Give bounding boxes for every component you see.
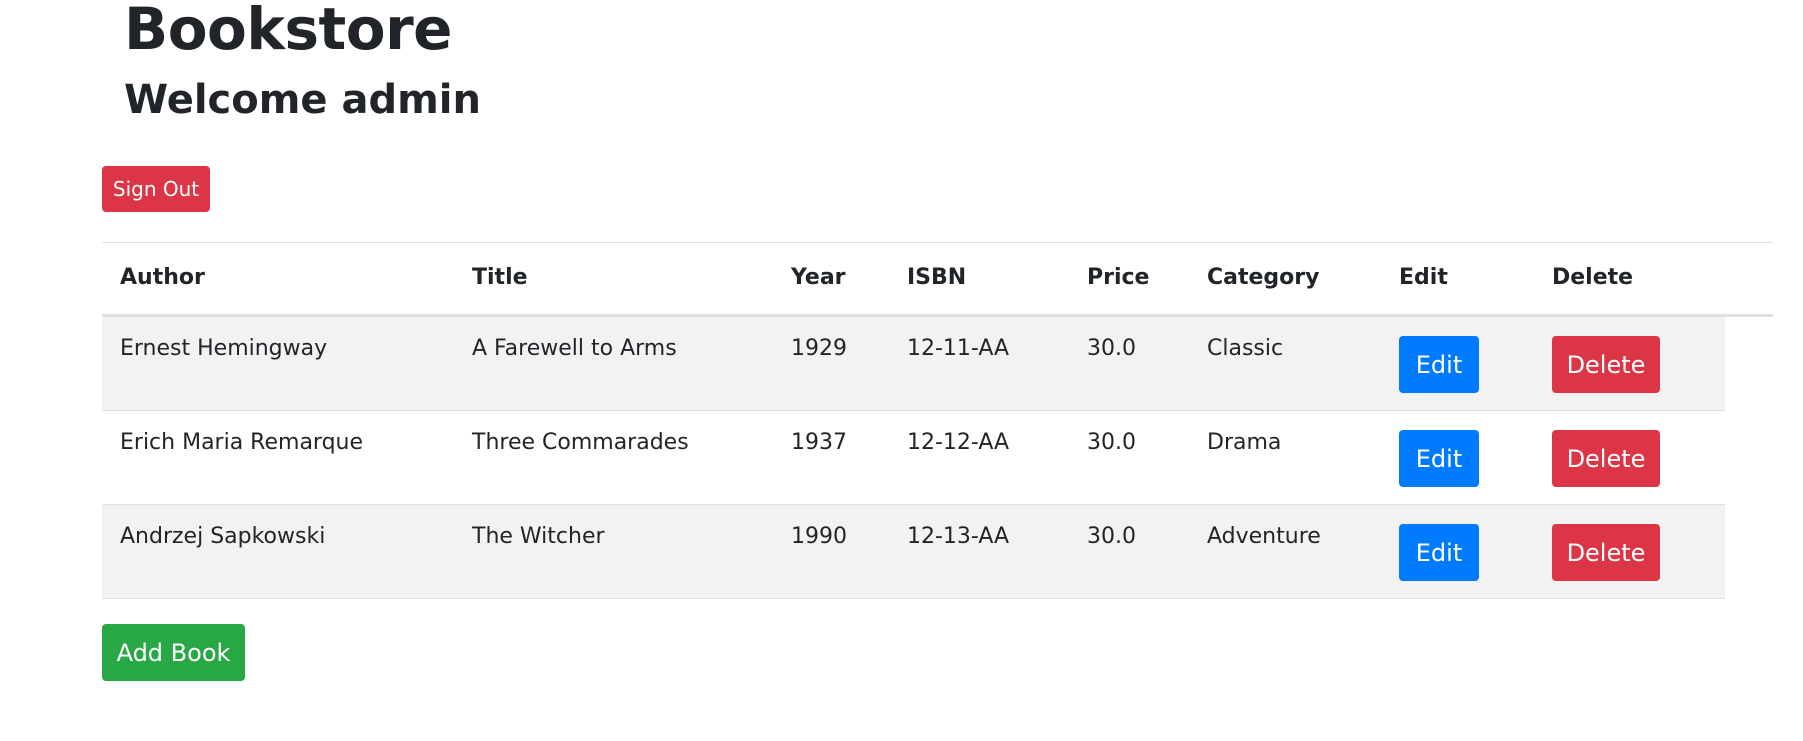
cell-title: Three Commarades [472,430,689,455]
delete-button[interactable]: Delete [1552,336,1660,393]
edit-button[interactable]: Edit [1399,430,1479,487]
edit-button[interactable]: Edit [1399,524,1479,581]
column-header-isbn: ISBN [907,265,967,290]
cell-price: 30.0 [1087,336,1136,361]
cell-year: 1990 [791,524,847,549]
delete-button[interactable]: Delete [1552,524,1660,581]
cell-category: Classic [1207,336,1284,361]
table-top-divider [102,242,1773,243]
cell-title: A Farewell to Arms [472,336,677,361]
cell-isbn: 12-11-AA [907,336,1010,361]
add-book-button[interactable]: Add Book [102,624,245,681]
table-row: Andrzej Sapkowski The Witcher 1990 12-13… [102,505,1725,599]
column-header-category: Category [1207,265,1320,290]
edit-button[interactable]: Edit [1399,336,1479,393]
cell-category: Adventure [1207,524,1321,549]
column-header-delete: Delete [1552,265,1634,290]
cell-title: The Witcher [472,524,605,549]
sign-out-button[interactable]: Sign Out [102,166,210,212]
cell-year: 1937 [791,430,847,455]
column-header-year: Year [791,265,846,290]
cell-author: Erich Maria Remarque [120,430,364,455]
cell-price: 30.0 [1087,524,1136,549]
table-row: Erich Maria Remarque Three Commarades 19… [102,411,1725,505]
cell-author: Andrzej Sapkowski [120,524,326,549]
cell-year: 1929 [791,336,847,361]
table-header-row: Author Title Year ISBN Price Category Ed… [102,243,1773,317]
column-header-price: Price [1087,265,1150,290]
cell-price: 30.0 [1087,430,1136,455]
delete-button[interactable]: Delete [1552,430,1660,487]
table-row: Ernest Hemingway A Farewell to Arms 1929… [102,317,1725,411]
column-header-edit: Edit [1399,265,1448,290]
cell-isbn: 12-12-AA [907,430,1010,455]
column-header-title: Title [472,265,528,290]
cell-isbn: 12-13-AA [907,524,1010,549]
column-header-author: Author [120,265,205,290]
page-title: Bookstore [124,0,453,63]
cell-author: Ernest Hemingway [120,336,328,361]
cell-category: Drama [1207,430,1282,455]
welcome-message: Welcome admin [124,77,481,123]
books-table: Author Title Year ISBN Price Category Ed… [102,242,1773,599]
